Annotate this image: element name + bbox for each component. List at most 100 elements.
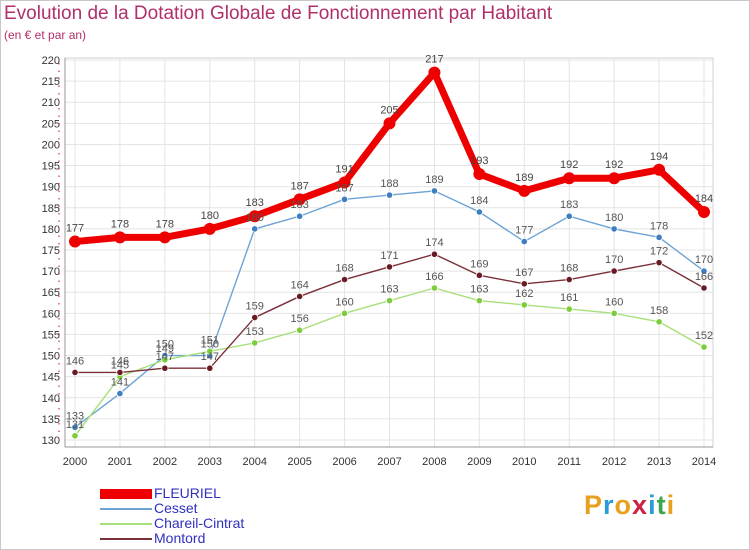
- data-label-chareil-cintrat: 158: [650, 305, 668, 317]
- data-point-cesset: [116, 389, 124, 398]
- legend-swatch-fleuriel: [100, 488, 152, 499]
- data-label-fleuriel: 191: [335, 163, 353, 175]
- x-tick-label: 2000: [63, 456, 87, 468]
- data-label-fleuriel: 187: [290, 180, 308, 192]
- logo-letter: i: [648, 490, 657, 520]
- data-point-fleuriel: [69, 235, 81, 248]
- data-label-montord: 164: [290, 279, 308, 291]
- legend-swatch-chareil-cintrat: [100, 522, 152, 525]
- y-tick-label: 150: [42, 351, 60, 363]
- data-label-chareil-cintrat: 151: [201, 334, 219, 346]
- data-label-montord: 166: [695, 271, 713, 283]
- data-point-chareil-cintrat: [71, 432, 79, 440]
- y-tick-label: 160: [42, 308, 60, 320]
- x-tick-label: 2005: [287, 456, 311, 468]
- data-point-cesset: [71, 423, 79, 431]
- legend-item-chareil-cintrat: Chareil-Cintrat: [100, 516, 244, 531]
- y-tick-label: 190: [42, 182, 60, 194]
- data-label-fleuriel: 178: [156, 218, 174, 230]
- x-tick-label: 2003: [198, 456, 222, 468]
- y-tick-label: 170: [42, 266, 60, 278]
- data-label-fleuriel: 193: [470, 155, 488, 167]
- y-tick-label: 155: [42, 329, 60, 341]
- y-tick-label: 145: [42, 372, 60, 384]
- logo-letter: o: [614, 490, 633, 520]
- data-point-cesset: [296, 212, 304, 220]
- data-label-cesset: 150: [156, 339, 174, 351]
- data-point-chareil-cintrat: [296, 326, 304, 334]
- data-point-chareil-cintrat: [206, 347, 214, 355]
- data-label-fleuriel: 205: [380, 104, 398, 116]
- data-label-montord: 159: [246, 301, 264, 313]
- y-tick-label: 165: [42, 287, 60, 299]
- data-point-fleuriel: [293, 193, 306, 206]
- data-point-chareil-cintrat: [610, 309, 618, 317]
- data-point-montord: [475, 271, 483, 279]
- data-label-chareil-cintrat: 161: [560, 292, 578, 304]
- data-point-chareil-cintrat: [251, 339, 259, 347]
- data-label-chareil-cintrat: 131: [66, 419, 84, 431]
- x-tick-label: 2008: [422, 456, 446, 468]
- data-point-chareil-cintrat: [475, 297, 483, 305]
- y-tick-label: 215: [42, 76, 60, 88]
- data-point-montord: [430, 250, 439, 258]
- y-tick-label: 220: [42, 55, 60, 67]
- data-point-montord: [520, 280, 528, 288]
- data-point-montord: [385, 263, 394, 271]
- data-label-montord: 171: [380, 250, 398, 262]
- x-tick-label: 2010: [512, 456, 536, 468]
- y-tick-label: 205: [42, 118, 60, 130]
- data-point-fleuriel: [203, 222, 216, 235]
- data-label-fleuriel: 192: [605, 159, 623, 171]
- y-tick-label: 135: [42, 414, 60, 426]
- legend-item-fleuriel: FLEURIEL: [100, 486, 244, 501]
- data-label-montord: 174: [425, 237, 443, 249]
- legend-item-montord: Montord: [100, 531, 244, 546]
- data-label-cesset: 183: [290, 199, 308, 211]
- y-tick-label: 210: [42, 97, 60, 109]
- data-point-montord: [340, 275, 349, 284]
- y-tick-label: 185: [42, 203, 60, 215]
- y-tick-label: 175: [42, 245, 60, 257]
- chart-subtitle: (en € et par an): [4, 28, 87, 42]
- data-point-montord: [206, 364, 214, 372]
- data-label-cesset: 189: [425, 174, 443, 186]
- x-tick-label: 2014: [692, 456, 716, 468]
- logo-letter: P: [584, 490, 604, 520]
- y-tick-label: 195: [42, 161, 60, 173]
- data-label-fleuriel: 194: [650, 151, 668, 163]
- legend-item-cesset: Cesset: [100, 501, 244, 516]
- proxiti-logo: Proxiti: [584, 490, 675, 521]
- data-point-cesset: [340, 195, 349, 203]
- data-point-montord: [296, 292, 304, 301]
- data-point-montord: [71, 368, 79, 377]
- data-label-fleuriel: 184: [695, 193, 713, 205]
- data-point-chareil-cintrat: [700, 343, 708, 351]
- data-point-fleuriel: [563, 172, 576, 185]
- data-label-montord: 169: [470, 258, 488, 270]
- data-point-fleuriel: [698, 206, 710, 218]
- data-label-fleuriel: 192: [560, 159, 578, 171]
- data-label-cesset: 180: [605, 212, 623, 224]
- y-tick-label: 180: [42, 224, 60, 236]
- data-label-chareil-cintrat: 160: [335, 296, 353, 308]
- data-label-chareil-cintrat: 145: [111, 360, 129, 372]
- data-point-chareil-cintrat: [385, 297, 394, 305]
- x-tick-label: 2001: [108, 456, 132, 468]
- data-point-montord: [610, 267, 618, 275]
- x-tick-label: 2012: [602, 456, 626, 468]
- data-point-fleuriel: [473, 168, 486, 180]
- x-tick-label: 2006: [332, 456, 356, 468]
- x-tick-label: 2002: [153, 456, 177, 468]
- legend-label-chareil-cintrat: Chareil-Cintrat: [154, 515, 245, 531]
- data-label-chareil-cintrat: 152: [695, 330, 713, 342]
- data-point-fleuriel: [338, 176, 351, 189]
- data-label-chareil-cintrat: 162: [515, 288, 533, 300]
- data-label-cesset: 178: [650, 220, 668, 232]
- data-point-chareil-cintrat: [161, 356, 169, 364]
- data-point-cesset: [565, 212, 573, 220]
- data-label-chareil-cintrat: 149: [156, 343, 174, 355]
- chart-legend: FLEURIEL Cesset Chareil-Cintrat Montord: [100, 486, 244, 546]
- data-label-montord: 146: [111, 355, 129, 367]
- data-label-montord: 168: [335, 263, 353, 275]
